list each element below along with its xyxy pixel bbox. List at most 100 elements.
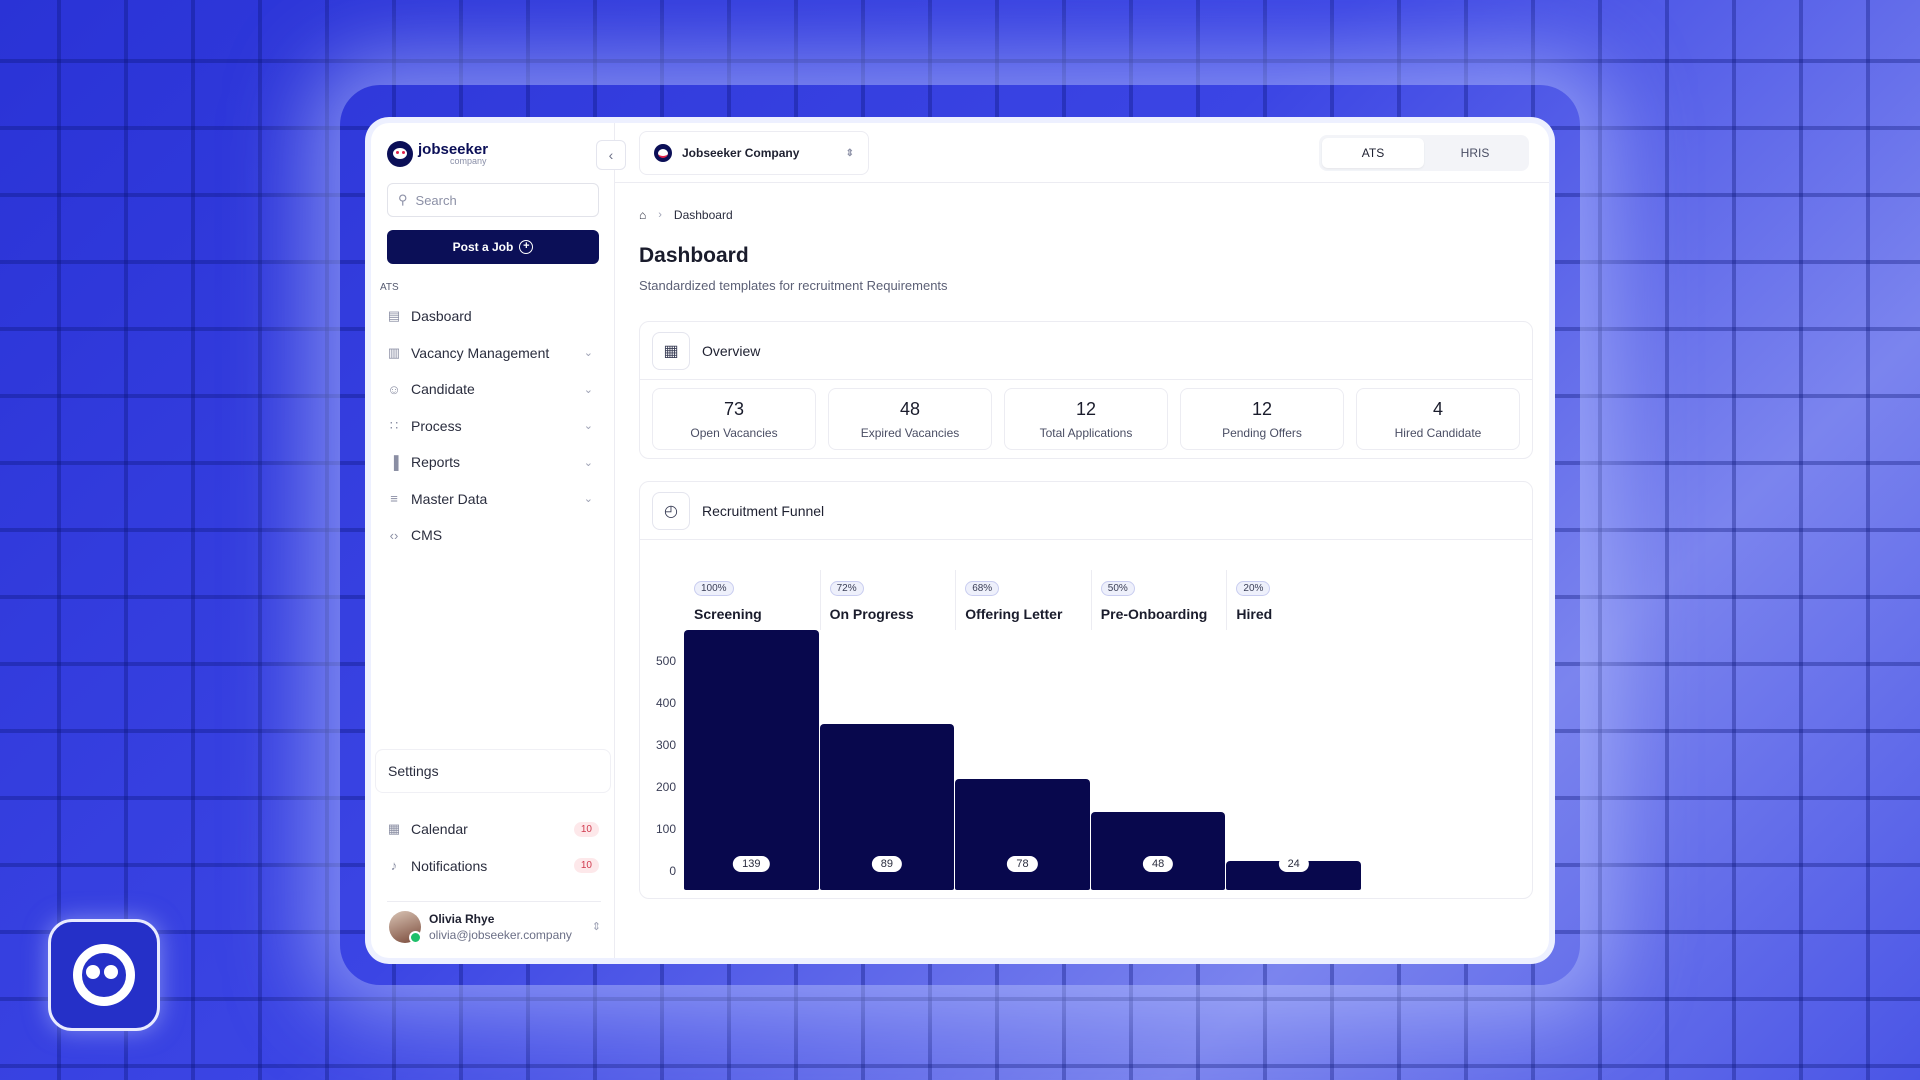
- chevron-updown-icon: ⇕: [591, 921, 601, 933]
- tab-ats[interactable]: ATS: [1322, 138, 1424, 168]
- mode-switch: ATS HRIS: [1319, 135, 1529, 171]
- main-content: Jobseeker Company ⇕ ATS HRIS ⌂ › Dashboar…: [615, 123, 1549, 958]
- stage-name: On Progress: [829, 606, 914, 622]
- funnel-stage-header: 68% Offering Letter: [965, 578, 1062, 622]
- post-job-button[interactable]: Post a Job +: [387, 230, 599, 264]
- company-logo-icon: [654, 144, 672, 162]
- brand-sub: company: [450, 156, 487, 166]
- user-email: olivia@jobseeker.company: [429, 927, 572, 942]
- sidebar-item-calendar[interactable]: ▦ Calendar 10: [387, 811, 599, 848]
- sidebar-item-label: Master Data: [411, 490, 488, 507]
- sidebar-item-dasboard[interactable]: ▤ Dasboard: [387, 298, 599, 335]
- overview-card: ▦ Overview 73 Open Vacancies 48 Expired Vac…: [639, 321, 1533, 459]
- bar-value-label: 139: [733, 856, 770, 872]
- funnel-bar[interactable]: 24: [1226, 856, 1361, 890]
- app-window: jobseeker company ⚲ Search Post a Job + …: [365, 117, 1555, 964]
- stage-name: Pre-Onboarding: [1100, 606, 1208, 622]
- y-tick-label: 100: [655, 822, 676, 836]
- settings-item[interactable]: Settings: [375, 749, 611, 793]
- user-name: Olivia Rhye: [429, 911, 495, 926]
- funnel-bar[interactable]: 48: [1090, 812, 1226, 890]
- user-profile[interactable]: Olivia Rhye olivia@jobseeker.company ⇕: [387, 901, 601, 951]
- stage-name: Screening: [694, 606, 762, 622]
- bar-value-label: 24: [1278, 856, 1309, 872]
- layout-icon: ▤: [387, 308, 401, 324]
- stage-divider: [1226, 570, 1228, 630]
- chevron-right-icon: ›: [658, 209, 662, 221]
- funnel-chart: 500 400 300 200 100 0 100% Screening 139 72% On Pr…: [640, 540, 1532, 898]
- brand-logo[interactable]: jobseeker company: [387, 141, 488, 167]
- chevron-down-icon: ⌄: [583, 493, 593, 506]
- home-icon[interactable]: ⌂: [639, 208, 647, 222]
- sliders-icon: ≡: [390, 491, 398, 507]
- bar-value-label: 78: [1007, 856, 1038, 872]
- settings-label: Settings: [388, 763, 439, 779]
- bar-value-label: 48: [1142, 856, 1174, 872]
- sidebar-item-process[interactable]: ∷ Process ⌄: [387, 408, 599, 445]
- y-tick-label: 300: [655, 738, 676, 752]
- sidebar-item-label: Process: [411, 417, 462, 434]
- chevron-down-icon: ⌄: [583, 347, 593, 360]
- avatar: [389, 910, 422, 944]
- code-icon: ‹›: [389, 527, 399, 543]
- sidebar-item-reports[interactable]: ▐ Reports ⌄: [387, 444, 599, 481]
- funnel-bar[interactable]: 89: [819, 723, 955, 890]
- funnel-bar[interactable]: 139: [684, 630, 819, 890]
- chevron-down-icon: ⌄: [583, 383, 593, 396]
- sidebar-item-label: Candidate: [411, 381, 475, 398]
- sidebar-item-vacancy-management[interactable]: ▥ Vacancy Management ⌄: [387, 335, 599, 372]
- sidebar-item-notifications[interactable]: ♪ Notifications 10: [387, 848, 599, 885]
- app-icon[interactable]: [48, 919, 160, 1031]
- plus-circle-icon: +: [519, 240, 534, 254]
- sidebar-item-master-data[interactable]: ≡ Master Data ⌄: [387, 481, 599, 518]
- funnel-bar[interactable]: 78: [955, 779, 1090, 890]
- stat-card: 12 Pending Offers: [1180, 388, 1344, 450]
- sidebar: jobseeker company ⚲ Search Post a Job + …: [371, 123, 615, 958]
- stage-percent-badge: 50%: [1100, 581, 1135, 596]
- stage-percent-badge: 72%: [829, 581, 864, 596]
- stat-label: Hired Candidate: [1394, 425, 1482, 440]
- funnel-stage-header: 20% Hired: [1236, 578, 1272, 622]
- funnel-title: Recruitment Funnel: [702, 502, 825, 519]
- sidebar-item-cms[interactable]: ‹› CMS: [387, 517, 599, 554]
- stage-divider: [1090, 570, 1092, 630]
- stage-percent-badge: 100%: [694, 581, 734, 596]
- chevron-down-icon: ⌄: [583, 420, 593, 433]
- collapse-sidebar-button[interactable]: ‹: [596, 140, 626, 170]
- stat-value: 73: [723, 398, 745, 419]
- funnel-stage-header: 100% Screening: [694, 578, 762, 622]
- grid-icon: ▦: [652, 331, 690, 370]
- sidebar-nav: ▤ Dasboard ▥ Vacancy Management ⌄ ☺ Candidate ⌄…: [387, 298, 599, 554]
- overview-title: Overview: [702, 342, 761, 359]
- count-badge: 10: [573, 858, 599, 874]
- user-icon: ☺: [387, 381, 401, 397]
- tab-hris[interactable]: HRIS: [1460, 146, 1490, 160]
- sidebar-item-label: Dasboard: [411, 308, 472, 325]
- sidebar-item-candidate[interactable]: ☺ Candidate ⌄: [387, 371, 599, 408]
- stat-card: 48 Expired Vacancies: [828, 388, 992, 450]
- overview-stats: 73 Open Vacancies 48 Expired Vacancies 12 Tot…: [640, 380, 1532, 458]
- section-label-ats: ATS: [380, 282, 399, 293]
- count-badge: 10: [573, 821, 599, 837]
- stage-name: Hired: [1236, 606, 1273, 622]
- calendar-icon: ▦: [387, 821, 401, 837]
- bottom-nav: ▦ Calendar 10 ♪ Notifications 10: [387, 811, 599, 884]
- sidebar-item-label: Calendar: [411, 821, 468, 838]
- stat-value: 4: [1432, 398, 1443, 419]
- company-selector[interactable]: Jobseeker Company ⇕: [639, 131, 869, 175]
- chevron-down-icon: ⌄: [583, 456, 593, 469]
- stat-card: 4 Hired Candidate: [1356, 388, 1520, 450]
- briefcase-icon: ▥: [387, 344, 401, 360]
- topbar: Jobseeker Company ⇕ ATS HRIS: [615, 123, 1549, 183]
- stage-divider: [955, 570, 957, 630]
- stat-card: 73 Open Vacancies: [652, 388, 816, 450]
- search-icon: ⚲: [398, 192, 408, 207]
- breadcrumb-current[interactable]: Dashboard: [673, 208, 733, 222]
- stat-value: 48: [899, 398, 921, 419]
- clock-icon: ◴: [652, 491, 690, 530]
- y-tick-label: 200: [655, 780, 676, 794]
- funnel-stage-header: 72% On Progress: [829, 578, 914, 622]
- sidebar-item-label: CMS: [411, 527, 443, 544]
- search-input[interactable]: ⚲ Search: [387, 183, 599, 217]
- funnel-card: ◴ Recruitment Funnel 500 400 300 200 100 0 100…: [639, 481, 1533, 899]
